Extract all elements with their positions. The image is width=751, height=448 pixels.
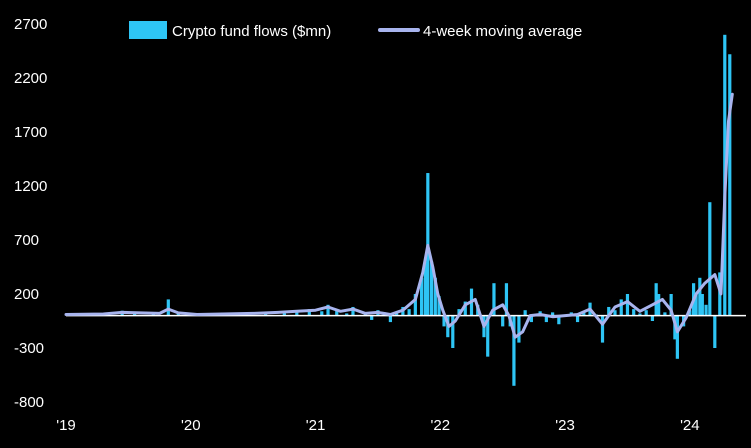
flow-bar <box>486 315 490 357</box>
x-axis: '19 '20 '21 '22 '23 '24 <box>56 417 699 434</box>
flow-bar <box>523 310 527 316</box>
flow-bar <box>557 315 561 325</box>
x-tick-label: '24 <box>680 417 700 434</box>
y-tick-label: -800 <box>14 394 44 411</box>
legend: Crypto fund flows ($mn) 4-week moving av… <box>129 21 582 40</box>
flow-bar <box>700 294 704 316</box>
flow-bar <box>295 310 299 316</box>
flow-bar <box>698 277 702 316</box>
flow-bar <box>433 277 437 316</box>
x-tick-label: '22 <box>431 417 451 434</box>
flow-bar <box>632 309 636 316</box>
flow-bar <box>351 306 355 316</box>
flow-bar <box>650 315 655 321</box>
flow-bar <box>442 315 446 327</box>
y-tick-label: -300 <box>14 340 44 357</box>
flow-bar <box>708 202 712 316</box>
flow-bar <box>654 283 658 316</box>
flow-bar <box>638 313 642 316</box>
legend-label-fund-flows: Crypto fund flows ($mn) <box>172 23 331 40</box>
x-tick-label: '23 <box>555 417 575 434</box>
flow-bar <box>607 306 611 316</box>
flow-bar <box>575 315 580 323</box>
flow-bar <box>504 283 509 316</box>
flow-bar <box>463 301 467 316</box>
flow-bar <box>544 315 548 323</box>
flow-bar <box>335 310 339 316</box>
y-tick-label: 200 <box>14 286 39 303</box>
flow-bar <box>551 312 555 316</box>
flow-bar <box>437 296 441 316</box>
flow-bar <box>644 310 648 316</box>
flow-bar <box>166 299 170 316</box>
flow-bar <box>728 54 732 316</box>
flow-bar <box>407 309 411 316</box>
flow-bar <box>370 315 374 320</box>
flow-bar <box>657 294 661 316</box>
flow-bar <box>492 283 496 316</box>
y-tick-label: 700 <box>14 232 39 249</box>
flow-bar <box>345 313 349 316</box>
y-tick-label: 2700 <box>14 16 47 33</box>
flow-bar <box>613 310 617 316</box>
flow-bar <box>501 315 505 327</box>
flow-bar <box>429 261 434 316</box>
flow-bar <box>395 313 399 316</box>
legend-label-moving-average: 4-week moving average <box>423 23 582 40</box>
flow-bar <box>582 311 586 316</box>
x-tick-label: '20 <box>181 417 201 434</box>
flow-bar <box>694 294 698 316</box>
y-tick-label: 2200 <box>14 70 47 87</box>
flow-bar <box>600 315 605 343</box>
flow-bar <box>619 299 623 316</box>
flow-bar <box>688 310 692 316</box>
y-tick-label: 1200 <box>14 178 47 195</box>
flow-bar <box>669 294 673 316</box>
y-tick-label: 1700 <box>14 124 47 141</box>
flow-bar <box>529 315 533 323</box>
legend-bar-swatch <box>129 21 167 39</box>
flow-bar <box>704 304 708 316</box>
flow-bar <box>713 315 717 348</box>
flow-bar <box>388 315 393 323</box>
flow-bar <box>675 315 679 359</box>
flow-bar <box>326 304 330 316</box>
flow-bar <box>625 294 630 316</box>
flow-bar <box>413 294 417 316</box>
x-tick-label: '21 <box>306 417 326 434</box>
flow-bar <box>423 261 427 316</box>
moving-average-line <box>64 92 734 339</box>
x-tick-label: '19 <box>56 417 76 434</box>
flow-bar <box>512 315 516 386</box>
y-axis: 2700 2200 1700 1200 700 200 -300 -800 <box>14 16 47 411</box>
flow-bar <box>320 311 324 316</box>
flow-bar <box>451 315 455 348</box>
flow-bar <box>663 312 667 316</box>
flow-bar <box>419 277 424 316</box>
flow-bar <box>517 315 521 343</box>
flow-bar <box>307 309 311 316</box>
